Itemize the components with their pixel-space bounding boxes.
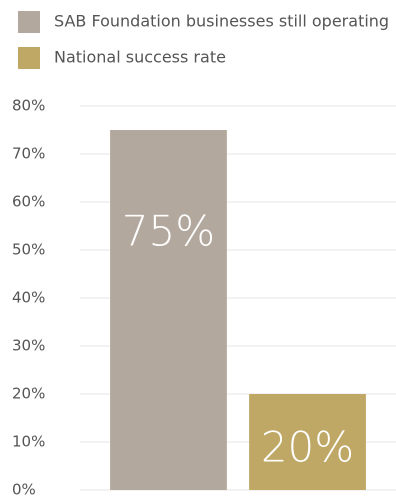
legend-swatch bbox=[18, 47, 40, 69]
y-tick-label: 0% bbox=[12, 481, 36, 499]
y-tick-label: 80% bbox=[12, 97, 45, 115]
legend-swatch bbox=[18, 11, 40, 33]
y-tick-label: 30% bbox=[12, 337, 45, 355]
y-tick-label: 40% bbox=[12, 289, 45, 307]
y-tick-label: 10% bbox=[12, 433, 45, 451]
y-tick-label: 20% bbox=[12, 385, 45, 403]
y-tick-label: 70% bbox=[12, 145, 45, 163]
bar bbox=[249, 394, 366, 490]
legend-label: SAB Foundation businesses still operatin… bbox=[54, 12, 389, 31]
y-tick-label: 50% bbox=[12, 241, 45, 259]
bar bbox=[110, 130, 227, 490]
y-tick-label: 60% bbox=[12, 193, 45, 211]
data-label: 20% bbox=[261, 423, 354, 472]
data-label: 75% bbox=[122, 207, 215, 256]
legend-label: National success rate bbox=[54, 48, 226, 67]
